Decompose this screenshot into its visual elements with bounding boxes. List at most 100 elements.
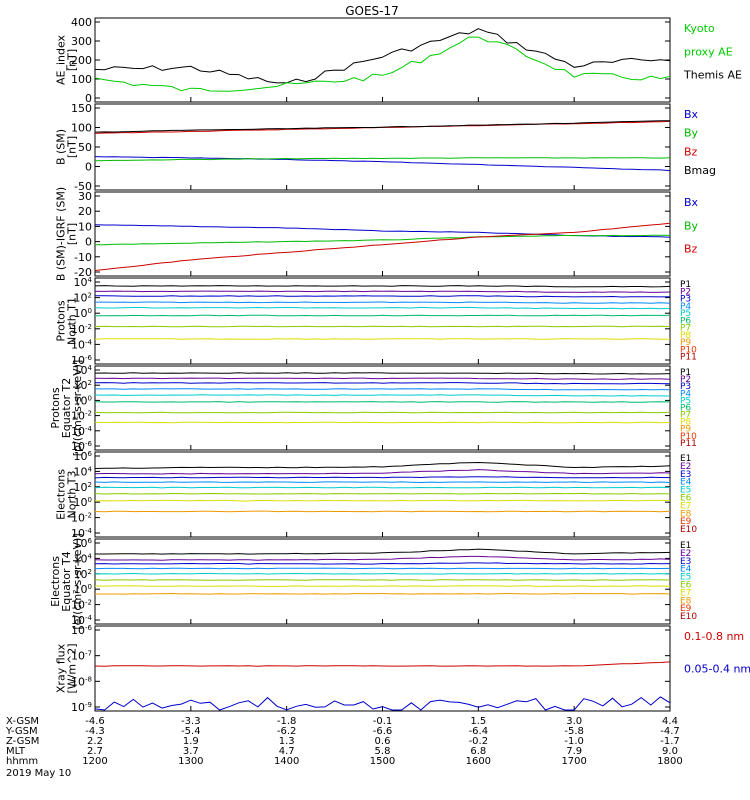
y-tick-label: 0: [85, 92, 92, 105]
y-axis-label: [p/(cm²-s-sr-keV)]: [71, 360, 84, 457]
y-tick-label: 104: [74, 465, 93, 478]
y-axis-label: Electrons: [49, 556, 62, 607]
series-line-e8: [95, 592, 671, 595]
y-tick-label: 10-6: [71, 354, 93, 367]
legend-entry: E3: [680, 557, 691, 567]
legend-entry: proxy AE: [684, 45, 733, 58]
panel-3: 30 20 10 0 -10 -20 B (SM)-IGRF (SM)[nT] Bx By Bz: [55, 187, 699, 281]
y-tick-label: 10-2: [71, 512, 92, 525]
series-group-1: [94, 28, 671, 92]
y-tick-label: 106: [74, 537, 93, 550]
legend-entry: E1: [680, 454, 691, 464]
ephemeris-value: -1.0: [564, 736, 584, 747]
series-line-e7: [94, 585, 671, 587]
series-line-e5: [94, 486, 671, 489]
series-line-0-05-0-4-nm: [94, 696, 671, 711]
y-tick-label: 10-2: [71, 323, 92, 336]
legend-entry: E7: [680, 501, 691, 511]
y-tick-label: 104: [74, 276, 93, 289]
series-line-e3: [94, 562, 671, 565]
y-axis-label: Protons: [55, 300, 68, 341]
legend-entry: P8: [680, 331, 691, 341]
series-line-p8: [94, 338, 671, 340]
legend-entry: E2: [680, 549, 691, 559]
ephemeris-value: 1300: [178, 756, 203, 767]
ephemeris-value: -4.3: [85, 726, 105, 737]
series-group-7: [94, 548, 671, 595]
legend-entry: Bmag: [684, 164, 716, 177]
y-tick-label: 10-4: [71, 527, 93, 540]
ephemeris-value: -6.6: [373, 726, 393, 737]
y-axis-label: North T1: [66, 297, 79, 345]
ephemeris-row-label: Z-GSM: [6, 736, 39, 747]
y-tick-label: 100: [74, 307, 92, 320]
series-line-by: [94, 157, 671, 162]
legend-entry: 0.05-0.4 nm: [684, 663, 750, 676]
ephemeris-value: 5.8: [375, 746, 391, 757]
series-group-4: [94, 285, 671, 340]
y-tick-label: 102: [74, 481, 92, 494]
y-axis-label: Protons: [49, 387, 62, 428]
series-group-5: [94, 372, 671, 424]
y-tick-label: -20: [74, 266, 92, 279]
series-line-p1: [94, 285, 671, 288]
y-tick-label: 102: [74, 568, 92, 581]
legend-entry: By: [684, 219, 699, 232]
legend-entry: P1: [680, 280, 691, 290]
series-line-p1: [94, 372, 671, 375]
legend-entry: Bz: [684, 243, 698, 256]
ephemeris-value: -4.7: [660, 726, 680, 737]
series-line-p2: [94, 377, 671, 380]
series-group-2: [94, 120, 671, 172]
series-line-p2: [94, 290, 671, 293]
y-tick-label: 10-6: [71, 440, 93, 453]
legend-entry: P2: [680, 375, 691, 385]
ephemeris-value: -1.7: [660, 736, 680, 747]
series-line-p8: [94, 421, 671, 424]
series-line-kyoto-proxy-ae: [94, 36, 671, 92]
y-axis-label: [e/(cm²-s-sr-keV)]: [71, 533, 84, 629]
y-axis-label: [nT]: [66, 136, 79, 158]
legend-entry: P6: [680, 403, 691, 413]
legend-entry: P5: [680, 396, 691, 406]
ephemeris-value: 4.7: [279, 746, 295, 757]
ephemeris-row-label: hhmm: [6, 756, 38, 767]
series-line-e4: [94, 481, 671, 484]
legend-entry: E10: [680, 612, 697, 622]
y-tick-label: -10: [74, 251, 92, 264]
ephemeris-value: 6.8: [470, 746, 486, 757]
legend-entry: P9: [680, 425, 691, 435]
panel-1: 400 300 200 100 0 AE_index[nT] Kyoto proxy AE Th…: [55, 16, 742, 105]
ephemeris-value: 4.4: [662, 716, 678, 727]
legend-entry: P11: [680, 353, 697, 363]
ephemeris-value: 2.2: [87, 736, 103, 747]
y-tick-label: 50: [78, 141, 92, 154]
y-tick-label: 10-4: [71, 425, 93, 438]
y-tick-label: 10-4: [71, 614, 93, 627]
y-tick-label: 100: [74, 394, 92, 407]
legend-entry: 0.1-0.8 nm: [684, 630, 744, 643]
ephemeris-value: -5.8: [564, 726, 584, 737]
y-axis-label: [nT]: [66, 223, 79, 245]
ephemeris-value: 1200: [82, 756, 107, 767]
legend-entry: P3: [680, 382, 691, 392]
series-line-e5: [94, 572, 671, 575]
legend-entry: Kyoto: [684, 22, 715, 35]
y-axis-label: B (SM)-IGRF (SM): [55, 187, 68, 281]
legend-entry: E6: [680, 494, 692, 504]
y-axis-label: Equator T2: [60, 378, 73, 438]
y-tick-label: 10-9: [71, 701, 92, 714]
y-axis-label: B (SM): [55, 129, 68, 165]
legend-entry: E2: [680, 462, 691, 472]
ephemeris-row-label: X-GSM: [6, 716, 39, 727]
y-tick-label: 0: [85, 161, 92, 174]
legend-entry: E5: [680, 573, 691, 583]
ephemeris-value: -0.2: [469, 736, 489, 747]
panel-frame: [94, 451, 671, 538]
panel-frame: [94, 538, 671, 625]
y-tick-label: 10-2: [71, 599, 92, 612]
